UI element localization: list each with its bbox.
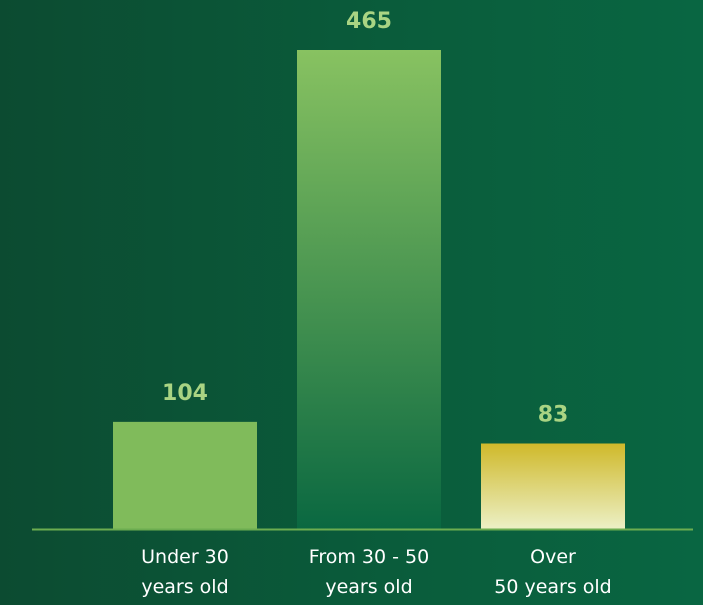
x-tick-label: Over 50 years old	[494, 546, 612, 598]
bar	[481, 443, 625, 529]
bar	[113, 421, 257, 529]
bar	[297, 50, 441, 529]
value-label: 104	[162, 381, 208, 406]
x-tick-label: Under 30 years old	[141, 546, 229, 598]
x-tick-label: From 30 - 50 years old	[308, 546, 430, 598]
value-label: 83	[538, 403, 569, 428]
value-label: 465	[346, 9, 392, 34]
